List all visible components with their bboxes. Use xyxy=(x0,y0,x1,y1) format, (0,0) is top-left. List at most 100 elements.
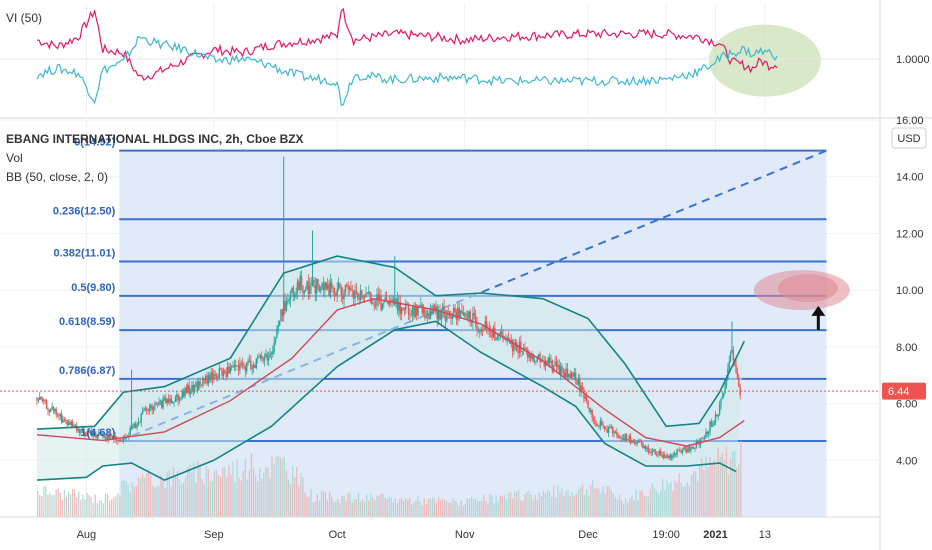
candle-body xyxy=(170,398,173,404)
candle-body xyxy=(723,393,725,397)
volume-bar xyxy=(483,495,485,517)
candle-body xyxy=(566,368,569,377)
candle-body xyxy=(108,433,111,441)
candle-body xyxy=(155,403,157,405)
volume-bar xyxy=(555,497,557,517)
volume-bar xyxy=(137,477,140,517)
candle-body xyxy=(485,320,488,328)
x-tick-label: Sep xyxy=(204,529,224,541)
volume-bar xyxy=(645,496,647,517)
volume-bar xyxy=(429,498,432,517)
volume-bar xyxy=(435,502,438,517)
volume-bar xyxy=(655,490,658,517)
volume-bar xyxy=(563,495,565,517)
volume-bar xyxy=(540,496,543,517)
volume-bar xyxy=(343,495,345,517)
volume-bar xyxy=(94,494,96,517)
volume-bar xyxy=(421,505,423,517)
volume-bar xyxy=(287,479,290,517)
candle-body xyxy=(532,354,534,362)
candle-body xyxy=(639,440,641,443)
volume-bar xyxy=(450,502,452,517)
candle-body xyxy=(381,303,384,310)
candle-body xyxy=(627,439,629,441)
candle-body xyxy=(196,382,199,391)
volume-bar xyxy=(339,502,341,517)
volume-bar xyxy=(220,477,222,517)
candle-body xyxy=(296,281,299,293)
candle-body xyxy=(267,357,270,361)
candle-body xyxy=(444,317,447,321)
volume-bar xyxy=(347,492,349,517)
candle-body xyxy=(206,375,208,384)
candle-body xyxy=(392,299,395,302)
volume-bar xyxy=(497,501,499,517)
candle-body xyxy=(277,325,279,329)
candle-body xyxy=(720,398,722,405)
candle-body xyxy=(207,375,210,384)
candle-body xyxy=(533,361,536,362)
volume-bar xyxy=(271,456,273,517)
volume-bar xyxy=(102,503,105,517)
candle-body xyxy=(572,372,574,377)
candle-body xyxy=(706,432,708,434)
volume-bar xyxy=(674,480,676,517)
candle-body xyxy=(241,363,244,367)
candle-body xyxy=(145,408,148,410)
candle-body xyxy=(363,296,366,298)
candle-body xyxy=(387,300,389,305)
candle-body xyxy=(507,337,510,342)
volume-bar xyxy=(201,478,203,517)
candle-body xyxy=(524,347,526,350)
volume-bar xyxy=(326,499,329,517)
candle-body xyxy=(458,307,460,318)
candle-body xyxy=(248,360,251,362)
candle-body xyxy=(117,440,119,442)
candle-body xyxy=(276,328,278,338)
x-tick-label: Oct xyxy=(329,529,346,541)
candle-body xyxy=(202,378,204,386)
candle-body xyxy=(250,360,252,369)
volume-bar xyxy=(337,499,339,517)
candle-body xyxy=(191,384,193,392)
volume-bar xyxy=(205,465,207,517)
volume-bar xyxy=(565,491,567,517)
volume-bar xyxy=(139,478,142,517)
candle-body xyxy=(649,451,651,453)
volume-bar xyxy=(711,463,713,517)
candle-body xyxy=(474,315,477,324)
candle-body xyxy=(224,370,226,373)
volume-bar xyxy=(511,498,514,517)
candle-body xyxy=(110,433,112,438)
candle-body xyxy=(581,386,584,391)
volume-bar xyxy=(668,484,670,517)
candle-body xyxy=(341,295,344,300)
currency-badge[interactable]: USD xyxy=(891,127,927,149)
price-highlight xyxy=(753,270,850,311)
volume-bar xyxy=(588,495,590,517)
candle-body xyxy=(568,373,570,377)
candle-body xyxy=(707,431,710,434)
volume-bar xyxy=(248,469,251,517)
candle-body xyxy=(525,349,528,350)
candle-body xyxy=(462,311,465,316)
volume-bar xyxy=(368,501,370,517)
volume-bar xyxy=(491,495,493,517)
volume-bar xyxy=(725,446,728,517)
y-tick-label: 10.00 xyxy=(896,285,924,297)
candle-body xyxy=(577,378,580,385)
candle-body xyxy=(320,287,322,292)
candle-body xyxy=(71,421,74,427)
fib-level-label: 0.236(12.50) xyxy=(53,205,116,217)
candle-body xyxy=(211,371,214,380)
candle-body xyxy=(442,306,444,311)
candle-body xyxy=(152,407,155,410)
volume-bar xyxy=(427,499,429,517)
volume-bar xyxy=(641,490,643,517)
candle-body xyxy=(67,421,70,426)
volume-bar xyxy=(676,482,678,517)
candle-body xyxy=(54,408,56,412)
volume-bar xyxy=(41,496,43,517)
candle-body xyxy=(725,378,728,386)
volume-bar xyxy=(240,480,242,517)
